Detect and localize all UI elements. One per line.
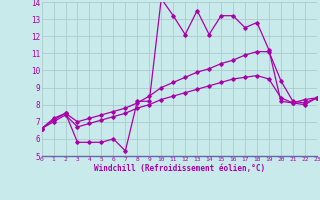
X-axis label: Windchill (Refroidissement éolien,°C): Windchill (Refroidissement éolien,°C) xyxy=(94,164,265,173)
